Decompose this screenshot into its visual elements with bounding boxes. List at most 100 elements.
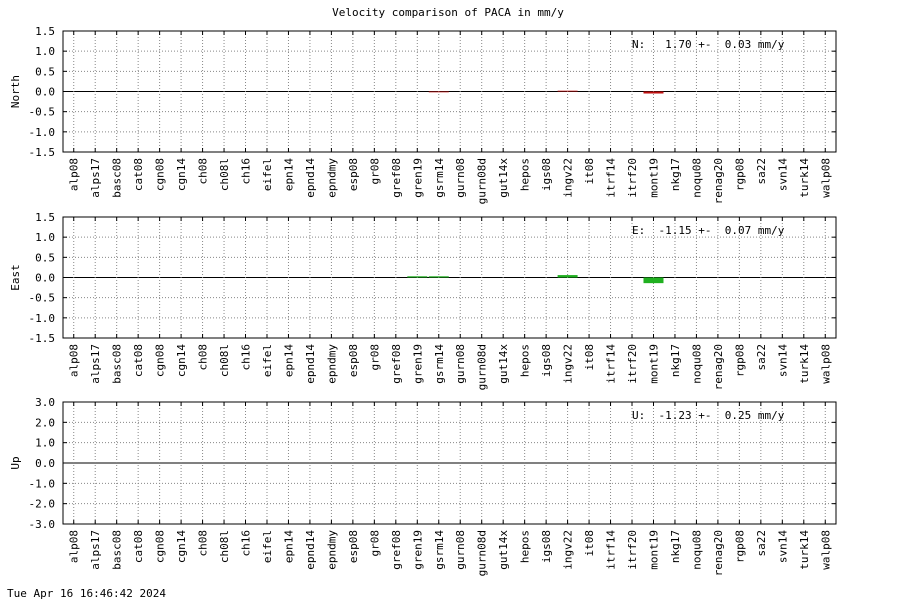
x-tick-label: epn14 <box>282 344 295 377</box>
annotation: U: -1.23 +- 0.25 mm/y <box>632 409 785 422</box>
y-tick-label: -0.5 <box>29 106 56 119</box>
x-tick-label: alp08 <box>68 158 81 191</box>
x-tick-label: hepos <box>519 158 532 191</box>
x-tick-label: turk14 <box>798 344 811 384</box>
x-tick-label: sa22 <box>755 530 768 557</box>
x-tick-label: walp08 <box>819 530 832 570</box>
x-tick-label: cgn08 <box>154 158 167 191</box>
plot-frame <box>62 216 837 339</box>
plot-frame <box>62 30 837 153</box>
y-tick-label: 0.0 <box>35 272 55 285</box>
x-tick-label: gren19 <box>411 344 424 384</box>
y-tick-label: -3.0 <box>29 518 56 531</box>
x-tick-label: epnd14 <box>304 158 317 198</box>
y-axis-label: East <box>9 264 22 291</box>
x-tick-label: turk14 <box>798 530 811 570</box>
x-tick-label: ch08l <box>218 344 231 377</box>
x-tick-label: itrf20 <box>626 530 639 570</box>
x-tick-label: gren19 <box>411 158 424 198</box>
x-tick-label: gut14x <box>497 530 510 570</box>
x-tick-label: alps17 <box>89 158 102 198</box>
x-tick-label: gurn08 <box>454 158 467 198</box>
x-tick-label: gut14x <box>497 158 510 198</box>
y-tick-label: 0.5 <box>35 251 55 264</box>
x-tick-label: gurn08d <box>476 158 489 204</box>
timestamp: Tue Apr 16 16:46:42 2024 <box>7 587 166 600</box>
x-tick-label: cgn08 <box>154 344 167 377</box>
x-tick-label: cgn08 <box>154 530 167 563</box>
x-tick-label: rgp08 <box>733 530 746 563</box>
y-tick-label: -0.5 <box>29 292 56 305</box>
y-axis-label: North <box>9 75 22 108</box>
x-tick-label: epn14 <box>282 158 295 191</box>
x-tick-label: gurn08d <box>476 344 489 390</box>
x-tick-label: it08 <box>583 344 596 371</box>
y-tick-label: 3.0 <box>35 396 55 409</box>
x-tick-label: gurn08 <box>454 344 467 384</box>
y-tick-label: 0.0 <box>35 86 55 99</box>
x-tick-label: ingv22 <box>562 530 575 570</box>
x-tick-label: gurn08 <box>454 530 467 570</box>
x-tick-label: cgn14 <box>175 344 188 377</box>
x-tick-label: esp08 <box>347 344 360 377</box>
y-tick-label: 2.0 <box>35 416 55 429</box>
x-tick-label: mont19 <box>647 530 660 570</box>
x-tick-label: basc08 <box>111 158 124 198</box>
x-tick-label: gr08 <box>368 530 381 557</box>
x-tick-label: hepos <box>519 530 532 563</box>
x-tick-label: gsrm14 <box>433 530 446 570</box>
plot-frame <box>62 401 837 525</box>
x-tick-label: cat08 <box>132 530 145 563</box>
bar <box>428 276 449 278</box>
x-tick-label: ch08l <box>218 158 231 191</box>
y-tick-label: 0.0 <box>35 457 55 470</box>
y-tick-label: 0.5 <box>35 65 55 78</box>
x-tick-label: alp08 <box>68 530 81 563</box>
x-tick-label: cgn14 <box>175 530 188 563</box>
x-tick-label: noqu08 <box>690 344 703 384</box>
x-tick-label: nkg17 <box>669 530 682 563</box>
y-axis-label: Up <box>9 456 22 469</box>
chart-title: Velocity comparison of PACA in mm/y <box>332 6 564 19</box>
x-tick-label: ch08 <box>197 158 210 185</box>
y-tick-label: -2.0 <box>29 498 56 511</box>
bar <box>643 91 664 94</box>
x-tick-label: epnd14 <box>304 344 317 384</box>
x-tick-label: ingv22 <box>562 344 575 384</box>
x-tick-label: ch16 <box>240 158 253 185</box>
x-tick-label: alps17 <box>89 344 102 384</box>
x-tick-label: basc08 <box>111 530 124 570</box>
x-tick-label: gr08 <box>368 158 381 185</box>
x-tick-label: ch08 <box>197 344 210 371</box>
x-tick-label: basc08 <box>111 344 124 384</box>
y-tick-label: 1.0 <box>35 231 55 244</box>
x-tick-label: gren19 <box>411 530 424 570</box>
x-tick-label: gsrm14 <box>433 158 446 198</box>
x-tick-label: noqu08 <box>690 530 703 570</box>
bar <box>428 91 449 93</box>
annotation: E: -1.15 +- 0.07 mm/y <box>632 224 785 237</box>
y-tick-label: 1.0 <box>35 437 55 450</box>
y-tick-label: 1.0 <box>35 45 55 58</box>
x-tick-label: alps17 <box>89 530 102 570</box>
x-tick-label: epnd14 <box>304 530 317 570</box>
x-tick-label: gurn08d <box>476 530 489 576</box>
x-tick-label: gut14x <box>497 344 510 384</box>
x-tick-label: it08 <box>583 158 596 185</box>
bar <box>407 276 428 278</box>
x-tick-label: igs08 <box>540 158 553 191</box>
x-tick-label: alp08 <box>68 344 81 377</box>
x-tick-label: rgp08 <box>733 344 746 377</box>
x-tick-label: gref08 <box>390 344 403 384</box>
x-tick-label: ch16 <box>240 530 253 557</box>
x-tick-label: gref08 <box>390 158 403 198</box>
y-tick-label: 1.5 <box>35 25 55 38</box>
x-tick-label: rgp08 <box>733 158 746 191</box>
x-tick-label: renag20 <box>712 158 725 204</box>
x-tick-label: noqu08 <box>690 158 703 198</box>
x-tick-label: epndmy <box>325 344 338 384</box>
x-tick-label: walp08 <box>819 344 832 384</box>
x-tick-label: itrf20 <box>626 158 639 198</box>
x-tick-label: nkg17 <box>669 344 682 377</box>
x-tick-label: turk14 <box>798 158 811 198</box>
